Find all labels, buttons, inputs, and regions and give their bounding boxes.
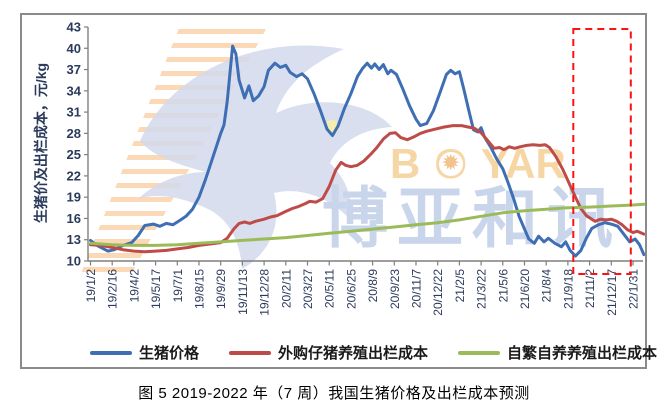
figure-caption: 图 5 2019-2022 年（7 周）我国生猪价格及出栏成本预测 [138, 385, 530, 402]
x-tick-label: 19/12/28 [258, 269, 272, 316]
x-tick-label: 20/3/27 [301, 269, 315, 309]
x-tick-label: 20/9/23 [388, 269, 402, 309]
brand-letter-o: O ✹ [434, 143, 467, 185]
y-tick-label: 34 [67, 83, 82, 98]
x-tick-label: 20/5/11 [323, 269, 337, 308]
y-tick-label: 37 [67, 62, 81, 77]
y-tick-label: 25 [67, 147, 81, 162]
legend-swatch-self-bred-cost [458, 350, 501, 355]
chart-frame: B O ✹ YAR 博亚和讯 4340373431282522191613101… [20, 13, 657, 369]
x-tick-label: 21/6/20 [518, 269, 532, 309]
sun-icon: ✹ [438, 152, 463, 176]
x-tick-label: 19/4/2 [127, 269, 141, 303]
y-tick-label: 43 [67, 20, 81, 35]
x-tick-label: 19/5/17 [149, 269, 163, 309]
y-tick-label: 31 [67, 105, 81, 120]
series-line-生猪价格 [89, 44, 645, 258]
series-line-外购仔猪养殖出栏成本 [89, 124, 645, 254]
x-tick-label: 20/11/7 [410, 269, 424, 308]
legend-swatch-purchased-piglet-cost [229, 350, 272, 355]
y-tick-label: 40 [67, 41, 81, 56]
brand-letter: B [390, 140, 421, 187]
y-tick-label: 13 [67, 232, 81, 247]
legend-item-self-bred-cost: 自繁自养养殖出栏成本 [458, 342, 657, 363]
x-tick-label: 19/7/1 [171, 269, 185, 303]
y-tick-label: 10 [67, 254, 81, 269]
x-tick-label: 21/8/4 [540, 269, 554, 303]
x-tick-label: 19/9/29 [214, 269, 228, 309]
x-tick-label: 19/2/16 [106, 269, 120, 309]
legend: 生猪价格 外购仔猪养殖出栏成本 自繁自养养殖出栏成本 [90, 342, 657, 363]
y-tick-label: 22 [67, 168, 81, 183]
legend-item-pig-price: 生猪价格 [90, 342, 199, 363]
legend-swatch-pig-price [90, 350, 132, 355]
y-tick-label: 28 [67, 126, 81, 141]
y-tick-label: 19 [67, 190, 81, 205]
x-tick-label: 21/11/2 [583, 269, 597, 308]
x-tick-label: 21/2/5 [453, 269, 467, 303]
x-tick-label: 21/3/22 [475, 269, 489, 309]
x-tick-label: 21/12/17 [605, 269, 619, 316]
y-tick-label: 16 [67, 211, 81, 226]
x-tick-label: 20/2/11 [279, 269, 293, 308]
x-tick-label: 19/8/15 [193, 269, 207, 309]
x-tick-label: 21/5/6 [496, 269, 510, 303]
forecast-box [572, 28, 632, 275]
legend-item-purchased-piglet-cost: 外购仔猪养殖出栏成本 [229, 342, 428, 363]
x-tick-label: 19/1/2 [84, 269, 98, 303]
x-tick-label: 21/9/18 [561, 269, 575, 309]
series-line-自繁自养养殖出栏成本 [89, 202, 645, 247]
x-tick-label: 22/1/31 [627, 269, 641, 309]
x-tick-label: 20/12/22 [431, 269, 445, 316]
legend-label: 自繁自养养殖出栏成本 [507, 345, 658, 362]
y-axis-title: 生猪价及出栏成本，元/kg [33, 62, 49, 224]
x-tick-label: 20/8/9 [366, 269, 380, 303]
x-tick-label: 20/6/25 [344, 269, 358, 309]
legend-label: 生猪价格 [139, 345, 200, 362]
legend-label: 外购仔猪养殖出栏成本 [278, 345, 429, 362]
x-tick-label: 19/11/13 [236, 269, 250, 315]
